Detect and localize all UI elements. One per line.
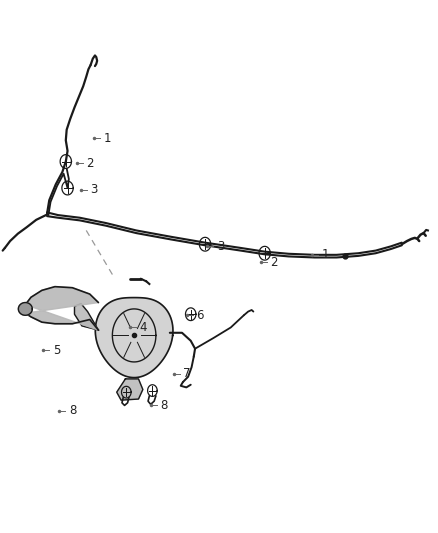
Polygon shape <box>117 379 143 400</box>
Polygon shape <box>95 297 173 377</box>
Text: 6: 6 <box>196 309 204 322</box>
Polygon shape <box>74 304 99 330</box>
Text: 4: 4 <box>140 321 147 334</box>
Text: 2: 2 <box>86 157 94 169</box>
Text: 5: 5 <box>53 344 60 357</box>
Text: 7: 7 <box>184 367 191 380</box>
Text: 3: 3 <box>91 183 98 196</box>
Text: 8: 8 <box>160 399 168 412</box>
Polygon shape <box>18 303 32 316</box>
Text: 1: 1 <box>321 248 329 261</box>
Text: 2: 2 <box>270 256 278 269</box>
Text: 3: 3 <box>217 240 224 253</box>
Text: 1: 1 <box>104 132 111 144</box>
Polygon shape <box>25 287 99 330</box>
Text: 8: 8 <box>69 404 76 417</box>
